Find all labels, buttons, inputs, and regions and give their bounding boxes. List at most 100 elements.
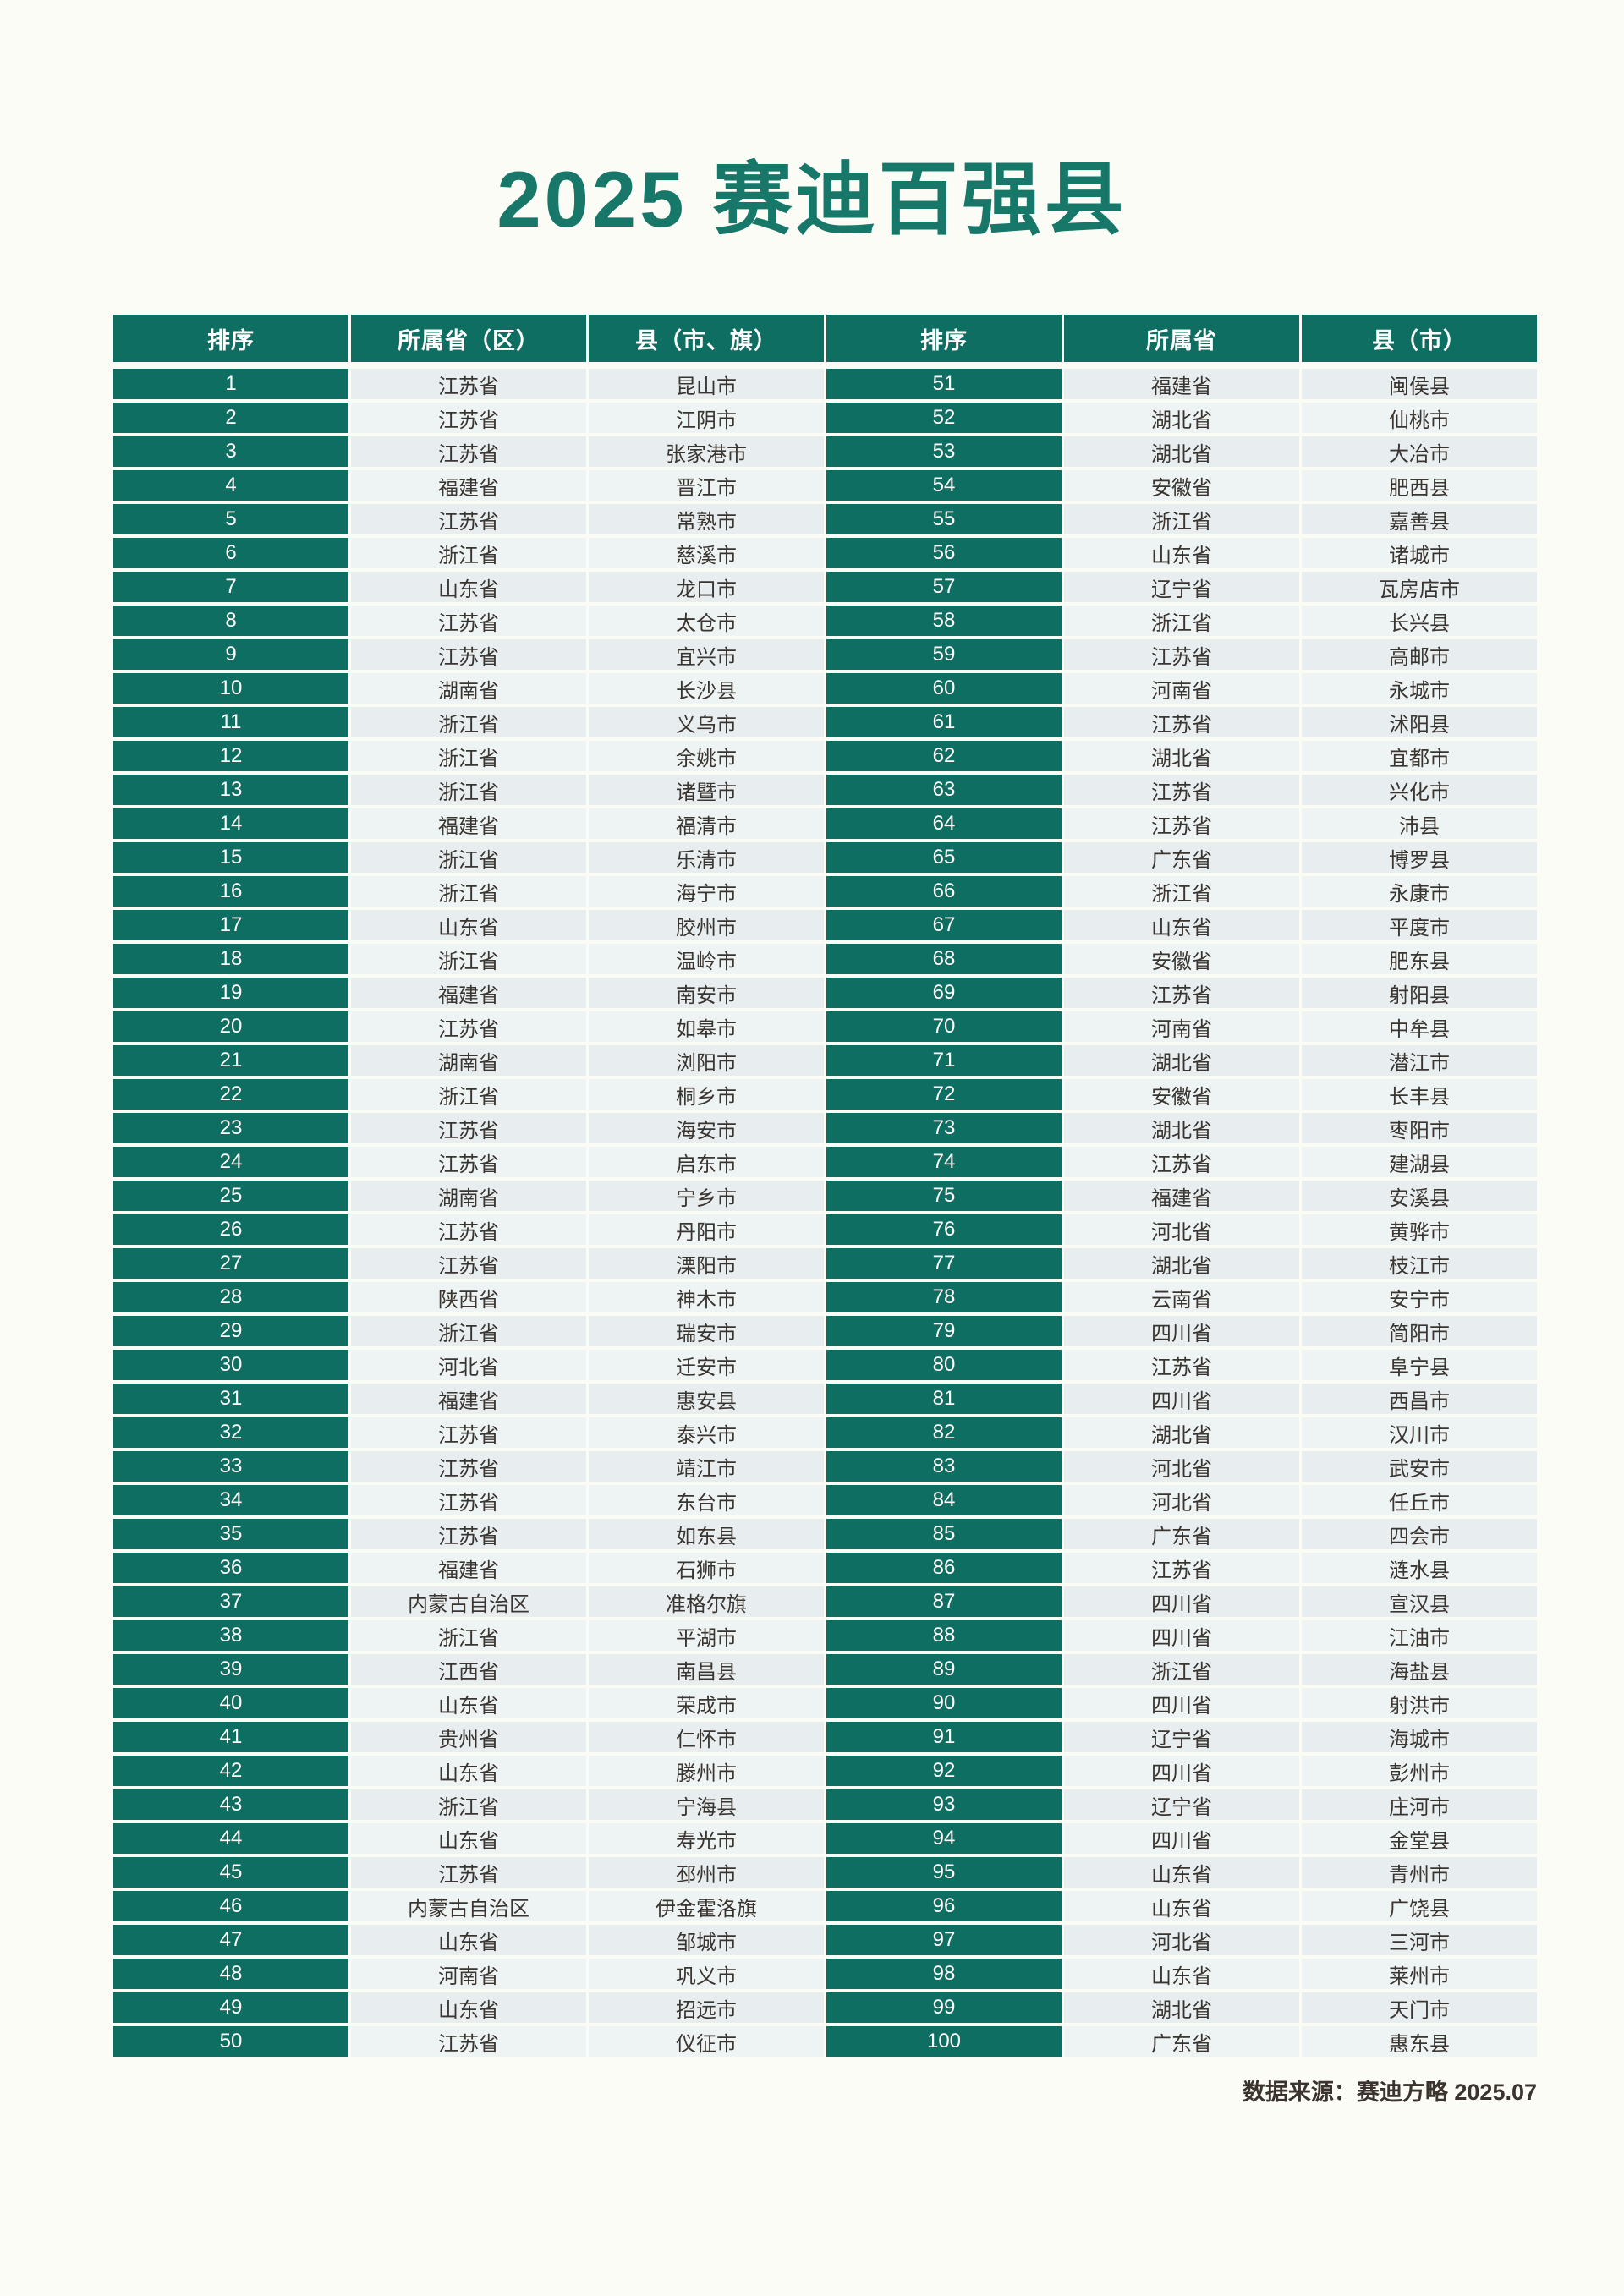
province-cell: 福建省: [351, 1384, 586, 1414]
province-cell: 四川省: [1064, 1586, 1299, 1617]
county-cell: 涟水县: [1302, 1553, 1537, 1583]
province-cell: 福建省: [351, 1553, 586, 1583]
county-cell: 福清市: [589, 808, 824, 839]
county-cell: 天门市: [1302, 1992, 1537, 2023]
province-cell: 广东省: [1064, 1519, 1299, 1549]
rank-cell: 57: [826, 572, 1062, 602]
rank-cell: 8: [113, 606, 348, 636]
rank-cell: 33: [113, 1451, 348, 1482]
column-header-province-right: 所属省: [1064, 315, 1299, 362]
province-cell: 江西省: [351, 1654, 586, 1685]
province-cell: 河北省: [1064, 1214, 1299, 1245]
rank-cell: 85: [826, 1519, 1062, 1549]
rank-cell: 39: [113, 1654, 348, 1685]
rank-cell: 53: [826, 436, 1062, 467]
province-cell: 浙江省: [1064, 876, 1299, 907]
province-cell: 江苏省: [1064, 1350, 1299, 1380]
rank-cell: 24: [113, 1147, 348, 1177]
province-cell: 江苏省: [351, 1113, 586, 1143]
rank-cell: 20: [113, 1011, 348, 1042]
rank-cell: 86: [826, 1553, 1062, 1583]
province-cell: 湖南省: [351, 1045, 586, 1076]
province-cell: 江苏省: [351, 606, 586, 636]
rank-cell: 82: [826, 1417, 1062, 1448]
county-cell: 射阳县: [1302, 978, 1537, 1008]
county-cell: 桐乡市: [589, 1079, 824, 1110]
rank-cell: 67: [826, 910, 1062, 940]
province-cell: 江苏省: [351, 1485, 586, 1515]
rank-cell: 41: [113, 1722, 348, 1752]
county-cell: 庄河市: [1302, 1789, 1537, 1820]
county-cell: 准格尔旗: [589, 1586, 824, 1617]
county-cell: 邳州市: [589, 1857, 824, 1888]
rank-cell: 43: [113, 1789, 348, 1820]
rank-cell: 74: [826, 1147, 1062, 1177]
province-cell: 江苏省: [351, 1011, 586, 1042]
county-cell: 温岭市: [589, 944, 824, 974]
rank-cell: 14: [113, 808, 348, 839]
rank-cell: 71: [826, 1045, 1062, 1076]
county-cell: 张家港市: [589, 436, 824, 467]
rank-cell: 64: [826, 808, 1062, 839]
county-cell: 任丘市: [1302, 1485, 1537, 1515]
province-cell: 河南省: [351, 1959, 586, 1989]
rank-cell: 6: [113, 538, 348, 568]
county-cell: 彭州市: [1302, 1756, 1537, 1786]
county-cell: 永康市: [1302, 876, 1537, 907]
rank-cell: 27: [113, 1248, 348, 1279]
rank-cell: 18: [113, 944, 348, 974]
rank-cell: 26: [113, 1214, 348, 1245]
province-cell: 辽宁省: [1064, 1722, 1299, 1752]
rank-cell: 48: [113, 1959, 348, 1989]
county-cell: 慈溪市: [589, 538, 824, 568]
county-cell: 丹阳市: [589, 1214, 824, 1245]
county-cell: 招远市: [589, 1992, 824, 2023]
rank-cell: 88: [826, 1620, 1062, 1651]
province-cell: 湖北省: [1064, 1248, 1299, 1279]
rank-cell: 21: [113, 1045, 348, 1076]
county-cell: 伊金霍洛旗: [589, 1891, 824, 1921]
rank-cell: 84: [826, 1485, 1062, 1515]
rank-cell: 42: [113, 1756, 348, 1786]
rank-cell: 15: [113, 842, 348, 873]
rank-cell: 77: [826, 1248, 1062, 1279]
rank-cell: 40: [113, 1688, 348, 1718]
county-cell: 宁乡市: [589, 1181, 824, 1211]
county-cell: 嘉善县: [1302, 504, 1537, 534]
column-header-rank-left: 排序: [113, 315, 348, 362]
rank-cell: 38: [113, 1620, 348, 1651]
rank-cell: 78: [826, 1282, 1062, 1312]
county-cell: 泰兴市: [589, 1417, 824, 1448]
rank-cell: 87: [826, 1586, 1062, 1617]
county-cell: 长沙县: [589, 673, 824, 704]
rank-cell: 16: [113, 876, 348, 907]
province-cell: 四川省: [1064, 1384, 1299, 1414]
county-cell: 平湖市: [589, 1620, 824, 1651]
county-cell: 滕州市: [589, 1756, 824, 1786]
province-cell: 贵州省: [351, 1722, 586, 1752]
county-cell: 胶州市: [589, 910, 824, 940]
rank-cell: 95: [826, 1857, 1062, 1888]
county-cell: 肥东县: [1302, 944, 1537, 974]
rank-cell: 45: [113, 1857, 348, 1888]
province-cell: 江苏省: [1064, 978, 1299, 1008]
province-cell: 浙江省: [351, 538, 586, 568]
county-cell: 南昌县: [589, 1654, 824, 1685]
rank-cell: 83: [826, 1451, 1062, 1482]
county-cell: 武安市: [1302, 1451, 1537, 1482]
province-cell: 四川省: [1064, 1823, 1299, 1854]
province-cell: 安徽省: [1064, 944, 1299, 974]
rank-cell: 90: [826, 1688, 1062, 1718]
rank-cell: 52: [826, 403, 1062, 433]
province-cell: 河北省: [1064, 1451, 1299, 1482]
province-cell: 江苏省: [1064, 775, 1299, 805]
rank-cell: 2: [113, 403, 348, 433]
rank-cell: 51: [826, 369, 1062, 399]
rank-cell: 22: [113, 1079, 348, 1110]
rank-cell: 66: [826, 876, 1062, 907]
province-cell: 湖北省: [1064, 741, 1299, 771]
province-cell: 山东省: [351, 1823, 586, 1854]
rank-cell: 50: [113, 2026, 348, 2057]
province-cell: 江苏省: [351, 436, 586, 467]
province-cell: 湖北省: [1064, 1113, 1299, 1143]
